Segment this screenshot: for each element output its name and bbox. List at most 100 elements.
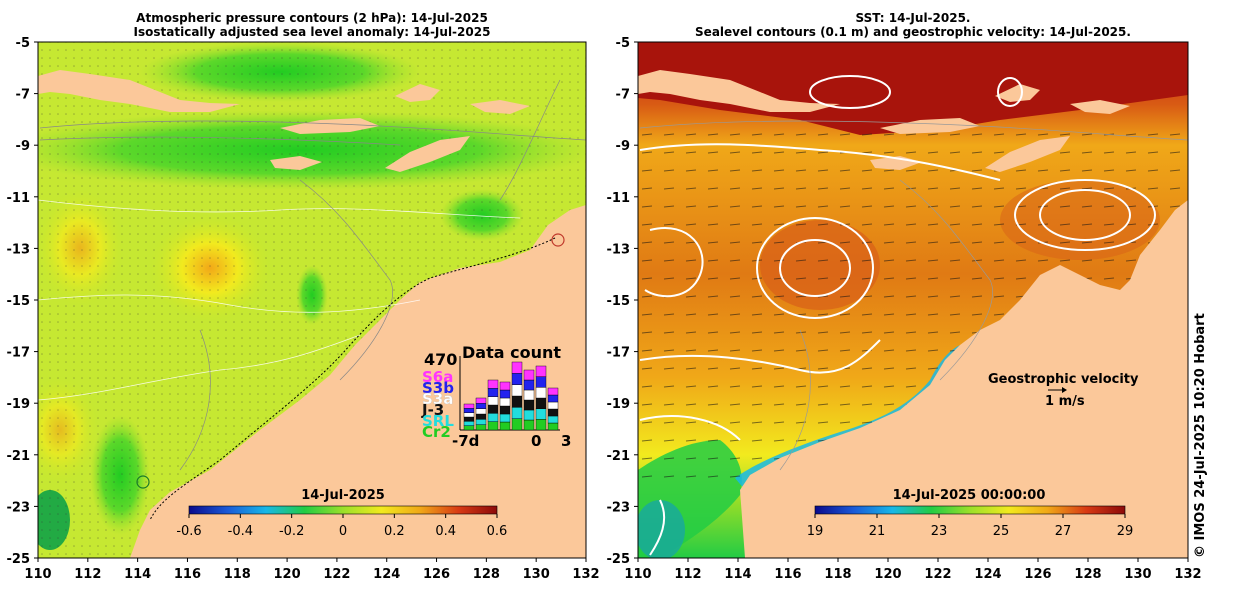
right-lon-tick-label: 122	[924, 567, 951, 582]
data-count-bar-segment	[499, 405, 511, 415]
data-count-bar-segment	[535, 419, 547, 431]
data-count-x-start: -7d	[452, 432, 479, 450]
sealevel-contours	[639, 75, 1156, 556]
data-count-bar-segment	[523, 369, 535, 381]
data-count-bar-segment	[523, 399, 535, 411]
right-axes: 110 112 114 116 118 120 122 124 126 128 130 132 -5 -7…	[607, 36, 1202, 582]
left-lat-tick-label: -17	[7, 346, 31, 361]
left-lat-tick-label: -19	[7, 397, 31, 412]
left-lon-tick-label: 122	[323, 567, 350, 582]
mission-label: S6a	[422, 368, 453, 386]
data-count-bar-segment	[463, 416, 475, 422]
sst-colorbar-tick-label: 21	[869, 524, 886, 539]
sst-colorbar-tick-label: 27	[1055, 524, 1072, 539]
land-sumba	[270, 156, 322, 170]
right-title-line1: SST: 14-Jul-2025.	[855, 11, 971, 25]
left-lon-tick-label: 110	[24, 567, 51, 582]
velocity-legend-label: Geostrophic velocity	[988, 372, 1139, 387]
right-lon-tick-label: 124	[974, 567, 1001, 582]
data-count-bar-segment	[511, 395, 523, 408]
sst-colorbar-date: 14-Jul-2025 00:00:00	[893, 488, 1046, 503]
data-count-bar-segment	[499, 421, 511, 431]
coastline-dotted	[149, 237, 556, 521]
data-count-bar-segment	[523, 419, 535, 431]
left-lat-tick-label: -5	[16, 36, 30, 51]
right-lon-tick-label: 132	[1174, 567, 1201, 582]
right-title: SST: 14-Jul-2025. Sealevel contours (0.1…	[638, 11, 1188, 39]
sst-colorbar-ticks: 19 21 23 25 27 29	[807, 514, 1134, 539]
left-lat-tick-label: -15	[7, 294, 31, 309]
mission-label: J-3	[421, 401, 444, 419]
right-map: 110 112 114 116 118 120 122 124 126 128 130 132 -5 -7…	[607, 36, 1202, 582]
left-lon-tick-label: 120	[274, 567, 301, 582]
left-title-line1: Atmospheric pressure contours (2 hPa): 1…	[136, 11, 488, 25]
data-count-max: 470	[424, 350, 457, 369]
land-marker-southwest	[136, 475, 150, 489]
sst-colorbar-bar	[814, 505, 1126, 515]
left-map: 110 112 114 116 118 120 122 124 126 128 130 132 -5 -7…	[7, 36, 600, 582]
land-timor-right	[985, 136, 1070, 172]
left-lat-tick-label: -9	[16, 139, 30, 154]
right-lat-tick-label: -15	[607, 294, 631, 309]
data-count-bar-segment	[475, 424, 487, 431]
land-java	[38, 70, 240, 112]
right-title-line2: Sealevel contours (0.1 m) and geostrophi…	[695, 25, 1131, 39]
sla-colorbar-date: 14-Jul-2025	[301, 488, 385, 503]
sla-colorbar-tick-label: -0.2	[279, 524, 304, 539]
right-lon-tick-label: 120	[874, 567, 901, 582]
right-lat-tick-label: -23	[607, 500, 631, 515]
data-count-bar-segment	[511, 361, 523, 374]
data-count-bar-segment	[523, 379, 535, 391]
data-count-bar-segment	[535, 387, 547, 399]
right-lon-tick-label: 116	[774, 567, 801, 582]
right-lat-tick-label: -19	[607, 397, 631, 412]
data-count-bar-segment	[499, 397, 511, 407]
data-count-bar-segment	[487, 421, 499, 431]
sst-colorbar-tick-label: 19	[807, 524, 824, 539]
left-lat-tick-label: -25	[7, 552, 31, 567]
land-java-right	[638, 70, 840, 112]
right-lat-tick-label: -9	[616, 139, 630, 154]
data-count-title: Data count	[462, 343, 561, 362]
data-count-bar-segment	[487, 413, 499, 422]
left-title: Atmospheric pressure contours (2 hPa): 1…	[38, 11, 586, 39]
data-count-bar-segment	[547, 394, 559, 403]
data-count-bar-segment	[475, 397, 487, 404]
data-count-x-zero: 0	[531, 432, 541, 450]
data-count-bar-segment	[487, 388, 499, 397]
left-title-line2: Isostatically adjusted sea level anomaly…	[133, 25, 491, 39]
data-count-bar-segment	[511, 418, 523, 431]
left-lon-tick-label: 118	[224, 567, 251, 582]
data-count-bar-segment	[511, 384, 523, 397]
land-timor	[385, 136, 470, 172]
data-count-bar-segment	[511, 373, 523, 385]
data-count-x-end: 3	[561, 432, 571, 450]
land-australia	[130, 205, 586, 558]
sst-colorbar-tick-label: 29	[1117, 524, 1134, 539]
sla-colorbar-bar	[188, 505, 498, 515]
data-count-bar-segment	[511, 407, 523, 419]
data-count-bar-segment	[523, 389, 535, 401]
left-axes: 110 112 114 116 118 120 122 124 126 128 130 132 -5 -7…	[7, 36, 600, 582]
data-count-bar-segment	[499, 381, 511, 391]
right-lat-tick-label: -5	[616, 36, 630, 51]
sla-colorbar: 14-Jul-2025 -0.6 -0.4 -0.2 0 0.2 0.4 0.6	[176, 488, 507, 539]
data-count-bar-segment	[499, 389, 511, 399]
right-lon-tick-label: 114	[724, 567, 751, 582]
left-lat-tick-label: -13	[7, 242, 31, 257]
data-count-bar-segment	[475, 403, 487, 409]
left-lon-tick-label: 126	[423, 567, 450, 582]
sla-colorbar-tick-label: 0.2	[384, 524, 405, 539]
data-count-bar-segment	[535, 376, 547, 388]
data-count-bar-segment	[475, 408, 487, 415]
right-lat-tick-label: -25	[607, 552, 631, 567]
sst-colorbar-tick-label: 25	[993, 524, 1010, 539]
land-marker-northeast	[551, 233, 565, 247]
data-count-bar-segment	[547, 401, 559, 410]
data-count-bar-segment	[487, 396, 499, 406]
right-lon-tick-label: 126	[1024, 567, 1051, 582]
data-count-bar-segment	[547, 408, 559, 417]
left-lon-tick-label: 128	[473, 567, 500, 582]
